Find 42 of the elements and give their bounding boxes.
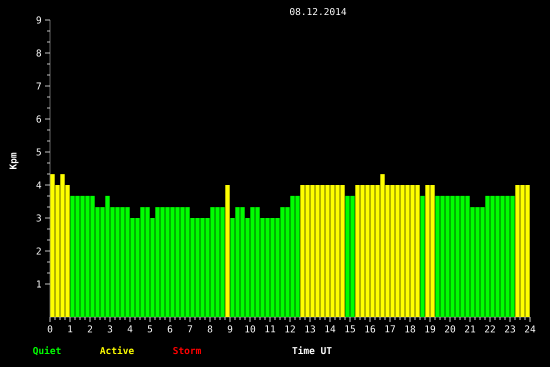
x-tick-label: 2	[88, 325, 92, 332]
y-tick-label: 2	[36, 247, 41, 255]
x-tick-label: 1	[68, 325, 72, 332]
x-tick-label: 9	[228, 325, 232, 333]
y-tick-label: 6	[36, 115, 42, 123]
y-tick-label: 3	[36, 214, 41, 222]
x-tick-label: 10	[245, 325, 256, 333]
legend-label: Storm	[173, 346, 201, 354]
text: Active	[100, 346, 134, 354]
y-tick-label: 5	[36, 148, 41, 156]
y-tick-label: 4	[36, 182, 42, 188]
y-tick-label: 1	[37, 280, 41, 288]
x-tick-label: 22	[484, 325, 495, 332]
x-tick-label: 6	[168, 325, 172, 333]
x-tick-label: 0	[48, 325, 52, 333]
x-tick-label: 18	[405, 325, 416, 333]
chart-title: 08.12.2014	[290, 8, 346, 16]
x-axis-title: Time UT	[292, 346, 332, 354]
y-tick-label: 7	[36, 82, 41, 90]
x-tick-label: 11	[265, 325, 276, 332]
x-tick-label: 12	[285, 325, 295, 332]
x-tick-label: 4	[128, 325, 132, 332]
x-tick-label: 8	[208, 325, 212, 333]
x-tick-label: 23	[504, 325, 516, 333]
x-tick-label: 7	[188, 325, 192, 332]
x-tick-label: 19	[425, 325, 436, 333]
text: Quiet	[33, 346, 61, 356]
y-tick-label: 9	[36, 16, 41, 24]
x-tick-label: 3	[108, 325, 112, 333]
y-tick-label: 8	[36, 49, 42, 57]
x-tick-label: 13	[305, 325, 316, 333]
x-tick-label: 24	[524, 325, 536, 332]
x-tick-label: 15	[345, 325, 355, 332]
x-tick-label: 17	[385, 325, 396, 332]
x-tick-label: 20	[444, 325, 456, 333]
x-tick-label: 21	[464, 325, 476, 332]
x-tick-label: 5	[148, 325, 152, 332]
bar	[420, 196, 425, 317]
x-tick-label: 16	[365, 325, 376, 333]
y-axis-title: Kpm	[10, 152, 18, 170]
bar	[225, 185, 230, 317]
x-tick-label: 14	[325, 325, 336, 332]
